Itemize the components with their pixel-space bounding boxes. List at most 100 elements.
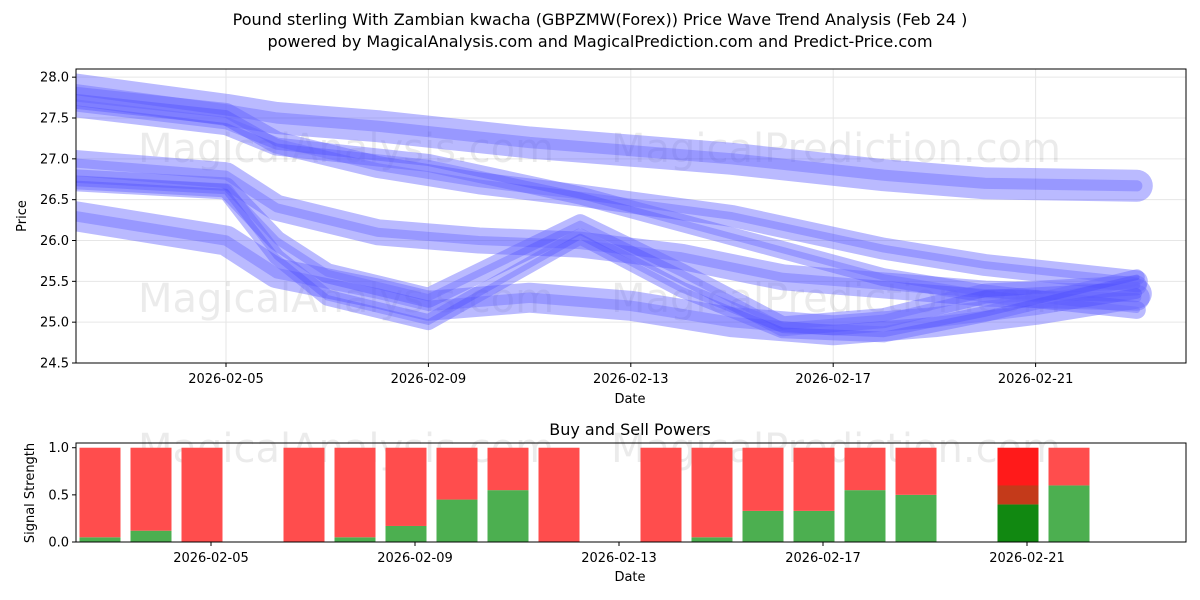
wave-band-core: [76, 175, 1141, 330]
wave-band-outer: [76, 201, 1152, 346]
watermark-text: MagicalAnalysis.com: [138, 126, 554, 172]
sell-bar: [1048, 447, 1090, 486]
buy-bar: [691, 537, 733, 542]
buy-bar: [79, 537, 121, 542]
price-x-ticks: 2026-02-05 2026-02-09 2026-02-13 2026-02-17…: [188, 363, 1073, 387]
buy-bar: [895, 494, 937, 542]
signal-bars: [79, 447, 1090, 542]
signal-bar: [436, 447, 478, 542]
signal-bar: [487, 447, 529, 542]
price-y-label: Price: [15, 200, 30, 232]
buy-bar: [1048, 485, 1090, 542]
x-tick-label: 2026-02-17: [785, 551, 861, 566]
wave-band-core: [76, 180, 1140, 338]
signal-y-label: Signal Strength: [23, 443, 38, 543]
price-x-label: Date: [614, 392, 645, 407]
signal-bar: [130, 447, 172, 542]
signal-bar: [334, 447, 376, 542]
x-tick-label: 2026-02-13: [581, 551, 657, 566]
wave-band-outer: [76, 86, 1148, 293]
signal-x-ticks: 2026-02-05 2026-02-09 2026-02-13 2026-02-17…: [173, 542, 1065, 566]
x-tick-label: 2026-02-05: [173, 551, 249, 566]
sell-bar: [130, 447, 172, 531]
wave-band: [76, 175, 1145, 343]
chart-subtitle: powered by MagicalAnalysis.com and Magic…: [267, 32, 933, 51]
buy-bar: [436, 499, 478, 542]
y-tick-label: 27.0: [40, 152, 69, 167]
sell-bar: [538, 447, 580, 542]
sell-bar: [79, 447, 121, 538]
wave-band-core: [76, 83, 1143, 192]
buy-bar: [487, 490, 529, 542]
signal-title: Buy and Sell Powers: [549, 420, 711, 439]
strong-signal-overlap: [997, 485, 1039, 505]
price-grid: [76, 69, 1186, 364]
signal-bar: [640, 447, 682, 542]
wave-band-outer: [76, 150, 1150, 311]
wave-band-outer: [76, 99, 1146, 319]
buy-bar: [793, 510, 835, 542]
signal-bar: [181, 447, 223, 542]
buy-bar: [742, 510, 784, 542]
signal-bar: [538, 447, 580, 542]
sell-bar: [334, 447, 376, 538]
signal-bar: [793, 447, 835, 542]
buy-bar: [385, 525, 427, 542]
y-tick-label: 0.5: [48, 488, 69, 503]
chart-title: Pound sterling With Zambian kwacha (GBPZ…: [232, 10, 968, 29]
x-tick-label: 2026-02-09: [391, 372, 467, 387]
signal-y-ticks: 0.0 0.5 1.0: [48, 441, 76, 551]
wave-band-outer: [76, 169, 1147, 337]
y-tick-label: 28.0: [40, 71, 69, 86]
wave-band-outer: [76, 175, 1145, 343]
y-tick-label: 25.5: [40, 275, 69, 290]
watermark-text: MagicalPrediction.com: [611, 276, 1061, 322]
buy-bar: [130, 530, 172, 542]
buy-bar: [997, 504, 1039, 542]
price-watermarks: MagicalAnalysis.com MagicalPrediction.co…: [138, 126, 1061, 322]
sell-bar: [691, 447, 733, 538]
buy-bar: [334, 537, 376, 542]
signal-axes-frame: [75, 442, 1187, 543]
wave-band-core: [76, 210, 1143, 336]
signal-bar: [895, 447, 937, 542]
wave-band: [76, 201, 1152, 346]
sell-bar: [640, 447, 682, 542]
wave-band-core: [76, 93, 1141, 286]
sell-bar: [283, 447, 325, 542]
wave-band: [76, 99, 1146, 319]
x-tick-label: 2026-02-09: [377, 551, 453, 566]
y-tick-label: 27.5: [40, 112, 69, 127]
wave-band: [76, 150, 1150, 311]
signal-x-label: Date: [614, 570, 645, 585]
x-tick-label: 2026-02-13: [593, 372, 669, 387]
y-tick-label: 26.5: [40, 193, 69, 208]
signal-bar: [997, 447, 1039, 542]
wave-band: [76, 73, 1153, 202]
sell-bar: [793, 447, 835, 511]
signal-bar: [844, 447, 886, 542]
x-tick-label: 2026-02-21: [998, 372, 1074, 387]
watermark-text: MagicalPrediction.com: [611, 426, 1061, 472]
wave-band-outer: [76, 73, 1153, 202]
y-tick-label: 1.0: [48, 441, 69, 456]
signal-bar: [691, 447, 733, 542]
sell-bar: [436, 447, 478, 500]
sell-bar: [181, 447, 223, 542]
signal-bar: [79, 447, 121, 542]
signal-bar: [1048, 447, 1090, 542]
price-y-ticks: 24.5 25.0 25.5 26.0 26.5 27.0 27.5 28.0: [40, 71, 76, 372]
x-tick-label: 2026-02-05: [188, 372, 264, 387]
sell-bar: [385, 447, 427, 526]
x-tick-label: 2026-02-21: [989, 551, 1065, 566]
sell-bar: [742, 447, 784, 511]
signal-bar: [283, 447, 325, 542]
y-tick-label: 25.0: [40, 316, 69, 331]
sell-bar: [895, 447, 937, 495]
y-tick-label: 26.0: [40, 234, 69, 249]
sell-bar: [487, 447, 529, 491]
watermark-text: MagicalPrediction.com: [611, 126, 1061, 172]
wave-band: [76, 169, 1147, 337]
wave-band-core: [76, 158, 1142, 303]
